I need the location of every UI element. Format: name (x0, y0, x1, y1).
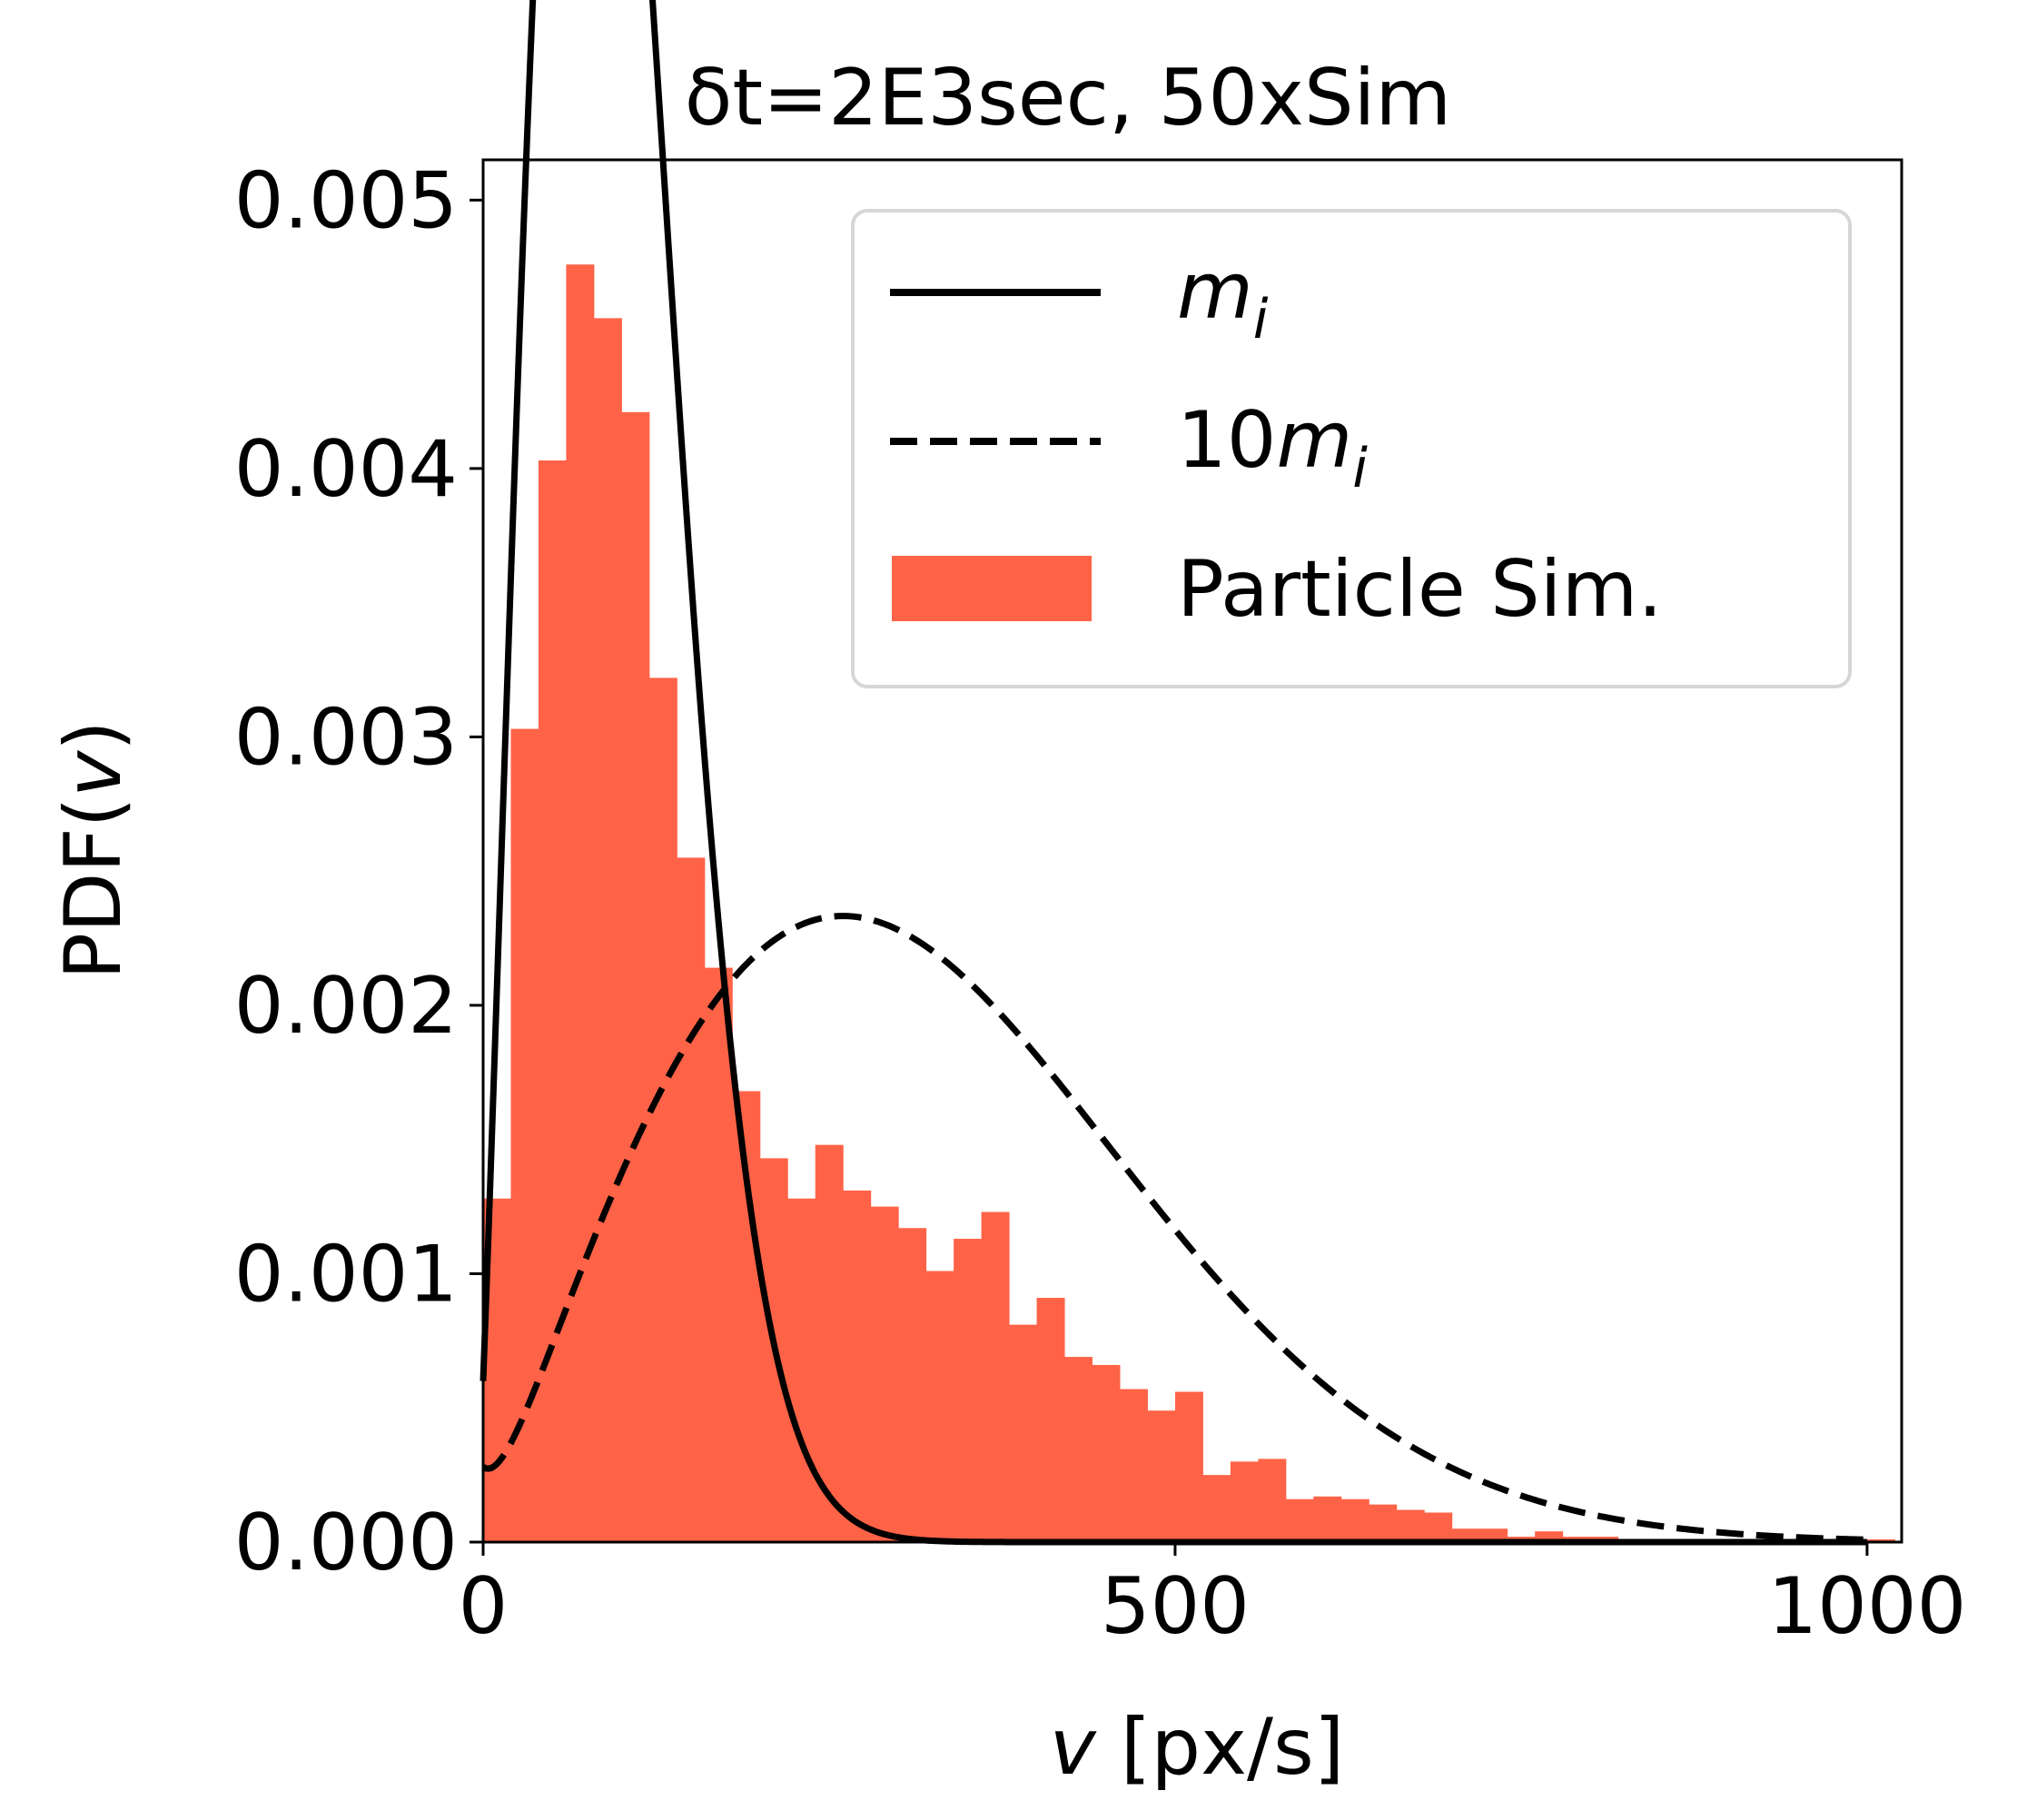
histogram-bar (1369, 1504, 1398, 1542)
histogram-bar (1340, 1499, 1369, 1542)
y-axis-label-var: v (48, 750, 139, 797)
histogram-bar (1174, 1391, 1203, 1542)
legend-swatch-histogram (892, 556, 1092, 621)
x-axis-label-unit: [px/s] (1096, 1702, 1345, 1793)
histogram-bar (538, 460, 567, 1542)
histogram-bar (1451, 1528, 1480, 1542)
legend-box (851, 209, 1852, 688)
legend-label-10mi-prefix: 10 (1177, 395, 1276, 486)
legend-label-mi: mi (1177, 246, 1269, 351)
histogram-bar (1064, 1357, 1093, 1542)
legend-label-mi-sub: i (1253, 288, 1269, 351)
x-axis-ticks: 0 500 1000 (459, 1542, 1966, 1652)
histogram-bar (1036, 1298, 1065, 1542)
histogram-bar (954, 1239, 983, 1542)
histogram-bar (787, 1198, 816, 1542)
y-axis-label-suffix: ) (48, 720, 139, 751)
x-axis-label: v [px/s] (1050, 1702, 1345, 1793)
histogram-bar (1396, 1509, 1425, 1542)
histogram-bar (621, 411, 650, 1542)
legend-label-10mi: 10mi (1177, 395, 1368, 500)
histogram-bar (843, 1190, 872, 1542)
histogram-bar (1424, 1512, 1453, 1542)
chart-title: δt=2E3sec, 50xSim (685, 53, 1451, 143)
plot-frame (481, 158, 1903, 1544)
y-tick-label: 0.004 (234, 424, 458, 515)
histogram-bar (925, 1271, 954, 1542)
histogram-bar (704, 967, 733, 1542)
histogram-bar (1479, 1528, 1508, 1542)
x-tick-label: 1000 (1767, 1561, 1966, 1652)
histogram-bar (593, 318, 622, 1543)
histogram-bar (510, 728, 539, 1542)
histogram-bar (1230, 1461, 1259, 1542)
histogram-bar (1535, 1531, 1564, 1542)
histogram-bar (1147, 1410, 1176, 1542)
y-tick-label: 0.000 (234, 1498, 458, 1588)
y-tick-label: 0.003 (234, 692, 458, 783)
histogram-bar (1313, 1496, 1342, 1542)
histogram-bar (1009, 1324, 1038, 1542)
y-tick-label: 0.002 (234, 961, 458, 1052)
y-axis-label-prefix: PDF( (48, 797, 139, 980)
legend-label-10mi-sub: i (1352, 437, 1368, 500)
y-axis-label: PDF(v) (48, 720, 139, 980)
histogram-bar (1092, 1364, 1121, 1542)
x-axis-label-var: v (1050, 1702, 1097, 1793)
y-axis-ticks: 0.000 0.001 0.002 0.003 0.004 0.005 (234, 155, 483, 1588)
legend-label-10mi-var: m (1276, 395, 1352, 486)
y-tick-label: 0.005 (234, 155, 458, 246)
legend: mi 10mi Particle Sim. (851, 209, 1852, 688)
histogram-bar (1202, 1475, 1231, 1542)
legend-label-histogram: Particle Sim. (1177, 544, 1663, 635)
x-tick-label: 0 (459, 1561, 509, 1652)
curve-10mi (481, 913, 1868, 1543)
histogram-bars (483, 264, 1895, 1543)
histogram-bar (1119, 1389, 1148, 1542)
histogram-bar (981, 1212, 1010, 1542)
x-tick-label: 500 (1101, 1561, 1250, 1652)
legend-label-mi-var: m (1177, 246, 1253, 337)
histogram-bar (1285, 1499, 1314, 1542)
histogram-bar (898, 1228, 927, 1542)
histogram-bar (566, 264, 595, 1542)
y-tick-label: 0.001 (234, 1229, 458, 1320)
histogram-bar (677, 857, 706, 1542)
histogram-bar (1258, 1459, 1287, 1542)
histogram-bar (870, 1206, 899, 1542)
